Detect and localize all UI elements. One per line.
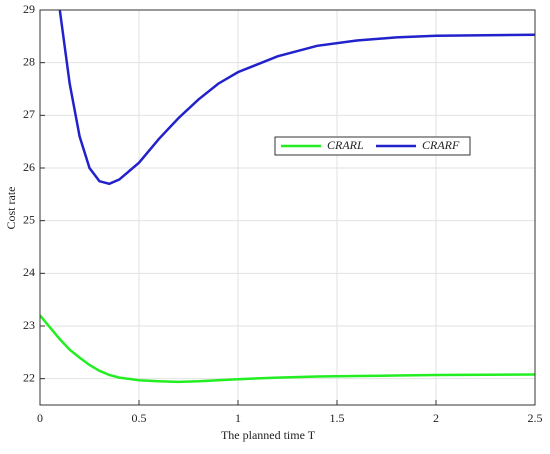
x-tick-label: 2 bbox=[433, 411, 439, 425]
x-tick-label: 2.5 bbox=[528, 411, 543, 425]
legend-label: CRARF bbox=[422, 138, 460, 152]
y-tick-label: 25 bbox=[23, 212, 35, 226]
y-tick-label: 26 bbox=[23, 160, 35, 174]
plot-frame bbox=[39, 9, 536, 406]
data-line bbox=[40, 314, 535, 384]
x-tick-label: 1 bbox=[235, 411, 241, 425]
y-tick-label: 22 bbox=[23, 370, 35, 384]
legend-box bbox=[274, 136, 471, 156]
legend-label: CRARL bbox=[327, 138, 364, 152]
x-tick-label: 0.5 bbox=[132, 411, 147, 425]
y-tick-label: 29 bbox=[23, 2, 35, 16]
legend: CRARL CRARF bbox=[274, 136, 471, 156]
x-axis-label: The planned time T bbox=[221, 428, 316, 442]
y-tick-label: 23 bbox=[23, 318, 35, 332]
x-tick-label: 0 bbox=[37, 411, 43, 425]
y-tick-label: 27 bbox=[23, 107, 35, 121]
data-line bbox=[58, 10, 535, 186]
y-tick-label: 28 bbox=[23, 54, 35, 68]
y-tick-label: 24 bbox=[23, 265, 35, 279]
y-axis-label: Cost rate bbox=[4, 187, 18, 230]
x-tick-label: 1.5 bbox=[330, 411, 345, 425]
